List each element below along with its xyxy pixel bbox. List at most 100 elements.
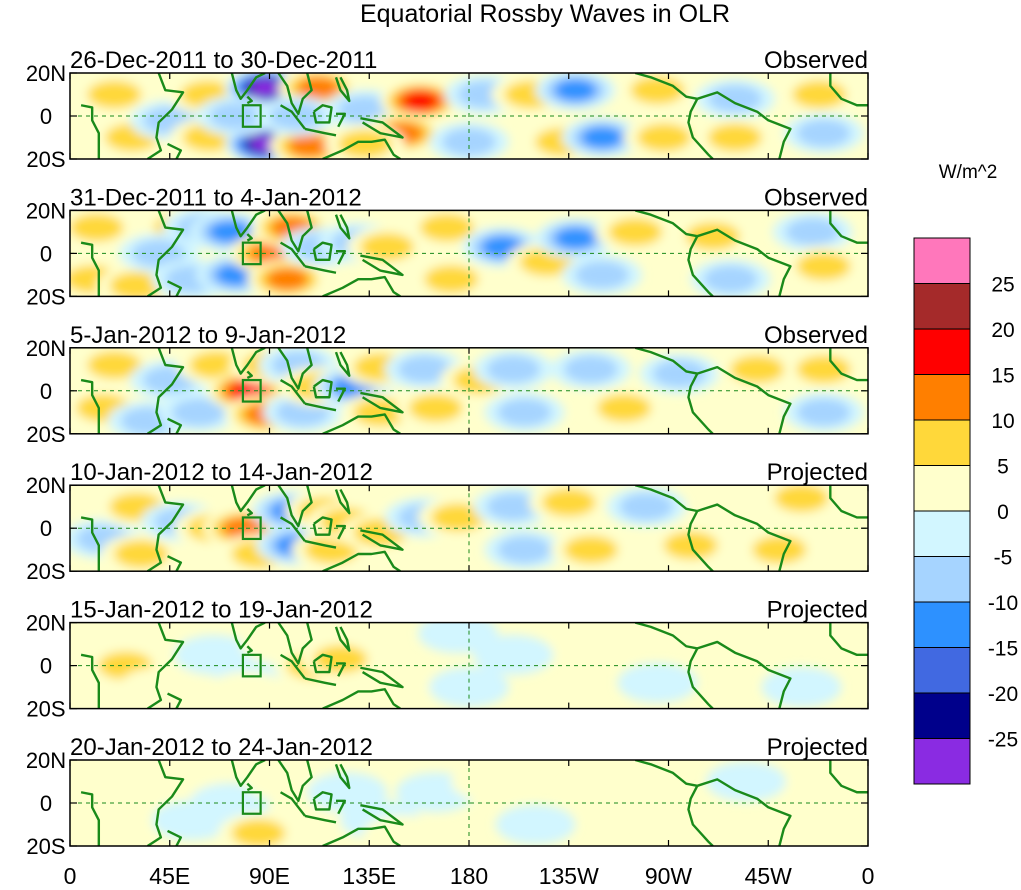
anomaly-contour [580, 126, 624, 149]
anomaly-contour [637, 123, 691, 152]
index-box [241, 791, 262, 815]
anomaly-contour [74, 804, 155, 845]
x-tick-label: 0 [862, 863, 875, 889]
anomaly-contour [774, 485, 829, 512]
y-tick-label: 20S [26, 147, 65, 172]
y-tick-label: 20S [26, 422, 65, 447]
coastline [80, 653, 101, 709]
coastlines [80, 485, 868, 572]
coastline [634, 210, 698, 238]
coastline [146, 622, 185, 709]
coastline [634, 73, 698, 100]
anomaly-contour [87, 80, 142, 109]
panel-status: Projected [767, 597, 868, 624]
coastline [829, 210, 868, 244]
colorbar-label: -10 [988, 592, 1018, 615]
coastline [687, 647, 714, 709]
y-tick-label: 20S [26, 834, 65, 859]
coastline [336, 387, 347, 403]
colorbar-label: 5 [997, 456, 1009, 479]
coastline [279, 791, 306, 817]
coastline [146, 210, 185, 297]
y-tick-label: 20N [26, 748, 66, 773]
x-tick-label: 90W [645, 863, 693, 889]
coastline [696, 228, 792, 297]
panel-status: Observed [764, 47, 868, 74]
coastline [277, 485, 313, 528]
anomaly-field [70, 622, 842, 709]
anomaly-contour [207, 671, 288, 709]
coastline [322, 413, 401, 434]
anomaly-field [74, 73, 864, 159]
coastline [230, 73, 266, 101]
anomaly-contour [402, 91, 439, 111]
coastline [304, 265, 337, 274]
coastline [334, 214, 351, 240]
y-tick-label: 20S [26, 559, 65, 584]
anomaly-contour [785, 218, 840, 246]
colorbar-label: 25 [991, 274, 1014, 297]
coastline [360, 116, 404, 139]
anomaly-contour [419, 213, 474, 242]
panel: 20N 0 20S 10-Jan-2012 to 14-Jan-2012 Project… [26, 459, 869, 584]
anomaly-contour [630, 76, 685, 105]
coastline [246, 507, 253, 517]
coastline [230, 622, 266, 650]
anomaly-contour [451, 761, 532, 802]
coastline [167, 280, 183, 297]
coastline [634, 485, 698, 513]
coastline [696, 91, 792, 159]
colorbar-label: -5 [994, 547, 1013, 570]
coastline [246, 233, 253, 242]
panel-date-range: 15-Jan-2012 to 19-Jan-2012 [70, 597, 373, 624]
colorbar: W/m^2 25 20 15 10 5 0 -5 -10 -15 -20 -25 [913, 162, 1018, 785]
anomaly-contour [362, 815, 443, 846]
anomaly-contour [495, 804, 576, 845]
anomaly-field [70, 761, 864, 846]
anomaly-contour [424, 265, 479, 294]
coastline [322, 275, 401, 297]
coastline [696, 503, 792, 572]
y-tick-label: 20S [26, 697, 65, 722]
colorbar-units: W/m^2 [939, 162, 998, 183]
coastline [304, 539, 337, 549]
colorbar-swatch [913, 738, 971, 785]
anomaly-contour [730, 355, 785, 384]
colorbar-label: 10 [991, 410, 1014, 433]
coastline [277, 622, 313, 665]
figure-title: Equatorial Rossby Waves in OLR [360, 0, 730, 28]
x-tick-label: 135W [539, 863, 599, 889]
panel-status: Projected [767, 734, 868, 761]
anomaly-field [70, 485, 842, 572]
anomaly-contour [486, 355, 541, 384]
anomaly-contour [248, 242, 291, 265]
y-tick-label: 20N [26, 473, 66, 498]
anomaly-contour [473, 634, 554, 675]
coastline [167, 417, 183, 434]
colorbar-swatch [913, 328, 971, 375]
anomaly-contour [70, 213, 124, 242]
coastline [634, 760, 698, 787]
coastline [277, 760, 313, 803]
x-tick-label: 45W [745, 863, 793, 889]
coastline [80, 241, 101, 297]
index-box [241, 516, 262, 541]
coastline [360, 254, 404, 277]
coastline [277, 210, 313, 253]
coastline [277, 73, 313, 116]
y-tick-label: 20N [26, 198, 66, 223]
anomaly-contour [245, 761, 326, 802]
coastlines [80, 622, 868, 709]
anomaly-contour [639, 804, 720, 845]
coastline [167, 692, 183, 709]
coastlines [80, 210, 868, 297]
coastline [312, 104, 333, 124]
coastline [304, 677, 337, 687]
coastline [687, 98, 714, 159]
anomaly-contour [796, 355, 851, 384]
coastline [80, 516, 101, 572]
coastline [829, 760, 868, 794]
coastline [167, 142, 183, 159]
anomaly-contour [250, 80, 280, 96]
